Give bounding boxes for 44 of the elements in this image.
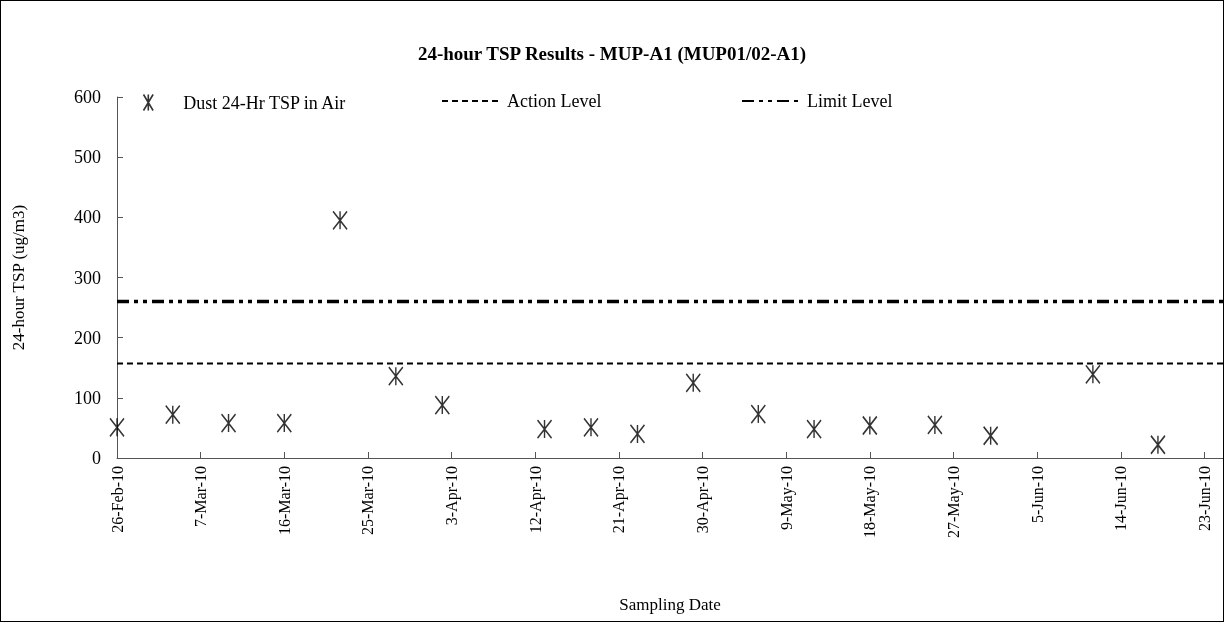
legend-label: Action Level — [507, 91, 602, 111]
x-tick-label: 30-Apr-10 — [694, 466, 713, 534]
y-tick-label: 200 — [74, 327, 101, 348]
legend-label: Limit Level — [807, 91, 893, 111]
x-tick-label: 26-Feb-10 — [108, 466, 126, 533]
point — [750, 404, 767, 424]
x-tick-label: 23-Jun-10 — [1195, 466, 1213, 531]
x-tick-label: 21-Apr-10 — [610, 466, 629, 534]
x-tick-label: 18-May-10 — [861, 466, 880, 538]
x-tick-label: 7-Mar-10 — [192, 466, 210, 527]
x-tick-label: 27-May-10 — [944, 466, 963, 538]
y-tick-label: 0 — [92, 448, 101, 468]
point — [927, 415, 943, 435]
point — [685, 372, 702, 393]
x-tick-label: 5-Jun-10 — [1028, 466, 1046, 523]
y-tick-label: 400 — [74, 207, 101, 228]
x-tick-label: 9-May-10 — [777, 466, 796, 530]
x-tick-label: 12-Apr-10 — [526, 466, 545, 534]
y-tick-label: 600 — [74, 87, 101, 107]
point — [388, 366, 404, 386]
point — [1150, 434, 1166, 455]
x-tick-label: 14-Jun-10 — [1112, 466, 1130, 531]
x-tick-label: 25-Mar-10 — [359, 466, 377, 535]
chart-title: 24-hour TSP Results - MUP-A1 (MUP01/02-A1) — [417, 43, 807, 65]
point — [806, 419, 822, 439]
point — [164, 404, 181, 425]
x-tick-label: 16-Mar-10 — [275, 466, 293, 535]
point — [332, 210, 348, 231]
point — [220, 413, 237, 433]
y-tick-label: 100 — [74, 387, 101, 408]
y-tick-label: 300 — [74, 267, 101, 288]
x-axis-title: Sampling Date — [619, 595, 721, 614]
point — [862, 415, 878, 436]
point — [536, 419, 553, 439]
point — [1085, 364, 1101, 385]
point — [583, 417, 599, 438]
point — [276, 413, 293, 433]
point — [434, 395, 451, 415]
y-tick-label: 500 — [74, 147, 101, 168]
legend-label: Dust 24-Hr TSP in Air — [183, 92, 346, 113]
point — [982, 425, 999, 446]
y-axis-title: 24-hour TSP (ug/m3) — [9, 204, 28, 351]
x-tick-label: 3-Apr-10 — [443, 466, 462, 526]
point — [629, 424, 646, 444]
